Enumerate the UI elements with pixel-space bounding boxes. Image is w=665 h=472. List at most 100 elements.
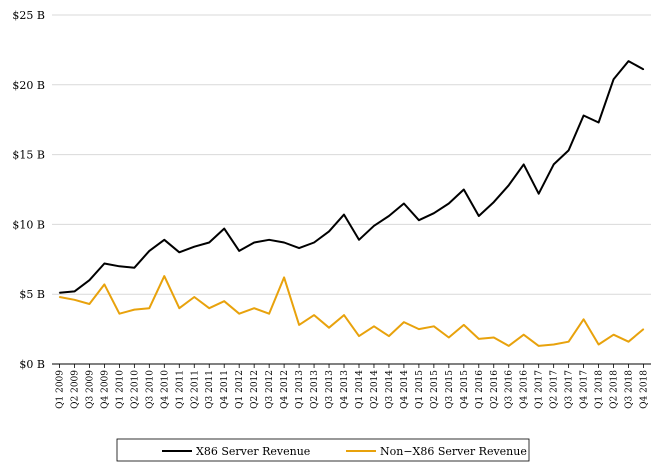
x-tick-label: Q2 2013 [310, 370, 320, 409]
data-point-x86 [612, 78, 615, 80]
data-point-x86 [193, 246, 195, 248]
data-point-non-x86 [583, 318, 585, 320]
data-point-non-x86 [403, 321, 405, 323]
data-point-x86 [373, 225, 375, 227]
data-point-non-x86 [463, 324, 465, 326]
legend-label-x86: X86 Server Revenue [196, 445, 310, 458]
x-tick-label: Q4 2013 [340, 370, 350, 409]
data-point-x86 [223, 227, 225, 230]
x-tick-label: Q1 2012 [235, 370, 245, 409]
data-point-x86 [118, 265, 120, 267]
data-point-x86 [538, 193, 540, 195]
data-point-x86 [493, 201, 495, 203]
data-point-x86 [388, 215, 390, 217]
data-point-x86 [328, 230, 330, 232]
data-point-non-x86 [268, 313, 270, 315]
data-point-non-x86 [373, 325, 375, 327]
data-point-x86 [418, 219, 420, 221]
y-tick-label: $5 B [19, 288, 45, 301]
x-tick-label: Q3 2015 [445, 370, 455, 409]
x-tick-label: Q2 2016 [490, 370, 500, 409]
series-lines [58, 60, 645, 347]
data-point-non-x86 [223, 300, 225, 302]
data-point-x86 [403, 202, 405, 205]
y-axis-ticks: $0 B $5 B $10 B $15 B $20 B $25 B [12, 9, 45, 371]
legend-label-non-x86: Non−X86 Server Revenue [380, 445, 527, 458]
data-point-non-x86 [493, 336, 495, 339]
x-tick-label: Q4 2010 [160, 370, 170, 409]
x-tick-label: Q2 2015 [430, 370, 440, 409]
data-point-non-x86 [88, 303, 91, 305]
x-tick-label: Q4 2018 [640, 370, 650, 409]
data-point-x86 [148, 250, 150, 252]
legend: X86 Server Revenue Non−X86 Server Revenu… [116, 438, 530, 462]
data-point-non-x86 [313, 314, 315, 316]
data-point-x86 [523, 163, 525, 165]
data-point-x86 [208, 241, 210, 244]
y-tick-label: $15 B [12, 149, 45, 162]
data-point-non-x86 [538, 345, 540, 347]
legend-box [116, 438, 530, 462]
data-point-x86 [478, 215, 480, 217]
data-point-x86 [73, 290, 76, 293]
x-tick-label: Q4 2014 [400, 370, 410, 409]
data-point-non-x86 [58, 296, 61, 298]
data-point-x86 [163, 239, 165, 241]
data-point-x86 [433, 212, 435, 214]
x-tick-label: Q2 2018 [610, 370, 620, 409]
data-point-x86 [58, 292, 61, 294]
data-point-non-x86 [568, 341, 570, 343]
x-tick-label: Q3 2013 [325, 370, 335, 409]
x-tick-label: Q3 2010 [145, 370, 155, 409]
data-point-non-x86 [358, 335, 360, 337]
y-tick-label: $25 B [12, 9, 45, 22]
data-point-non-x86 [253, 307, 255, 309]
x-tick-label: Q4 2009 [100, 370, 110, 409]
x-tick-label: Q2 2012 [250, 370, 260, 409]
data-point-non-x86 [178, 307, 180, 309]
data-point-x86 [133, 267, 135, 269]
data-point-non-x86 [627, 341, 630, 343]
data-point-non-x86 [238, 313, 240, 315]
x-tick-label: Q3 2011 [205, 370, 215, 409]
data-point-non-x86 [388, 335, 390, 337]
y-tick-label: $10 B [12, 218, 45, 231]
data-point-x86 [298, 247, 300, 249]
data-point-non-x86 [73, 299, 76, 301]
series-line-non-x86 [59, 275, 645, 347]
data-point-x86 [268, 239, 270, 241]
x-tick-label: Q2 2010 [130, 370, 140, 409]
x-tick-label: Q4 2016 [520, 370, 530, 409]
data-point-non-x86 [597, 343, 600, 346]
data-point-x86 [508, 184, 510, 186]
data-point-x86 [448, 202, 450, 205]
data-point-non-x86 [612, 334, 615, 336]
data-point-x86 [597, 121, 600, 124]
x-tick-label: Q4 2017 [580, 370, 590, 409]
y-tick-label: $20 B [12, 79, 45, 92]
data-point-x86 [627, 60, 630, 62]
data-point-non-x86 [283, 276, 285, 279]
data-point-x86 [253, 241, 255, 244]
x-tick-label: Q1 2013 [295, 370, 305, 409]
x-tick-label: Q1 2009 [55, 370, 65, 409]
data-point-non-x86 [118, 313, 120, 315]
data-point-x86 [463, 188, 465, 191]
data-point-x86 [313, 241, 315, 244]
y-tick-label: $0 B [19, 358, 45, 371]
x-tick-label: Q1 2011 [175, 370, 185, 409]
data-point-non-x86 [103, 283, 106, 286]
data-point-x86 [568, 149, 570, 152]
data-point-non-x86 [448, 336, 450, 339]
data-point-non-x86 [208, 307, 210, 309]
data-point-non-x86 [163, 275, 165, 277]
data-point-x86 [88, 279, 91, 281]
data-point-x86 [283, 241, 285, 244]
x-tick-label: Q3 2016 [505, 370, 515, 409]
data-point-non-x86 [478, 338, 480, 340]
data-point-x86 [358, 239, 360, 241]
x-tick-label: Q2 2017 [550, 370, 560, 409]
x-tick-label: Q4 2012 [280, 370, 290, 409]
data-point-non-x86 [523, 334, 525, 336]
x-tick-label: Q3 2017 [565, 370, 575, 409]
